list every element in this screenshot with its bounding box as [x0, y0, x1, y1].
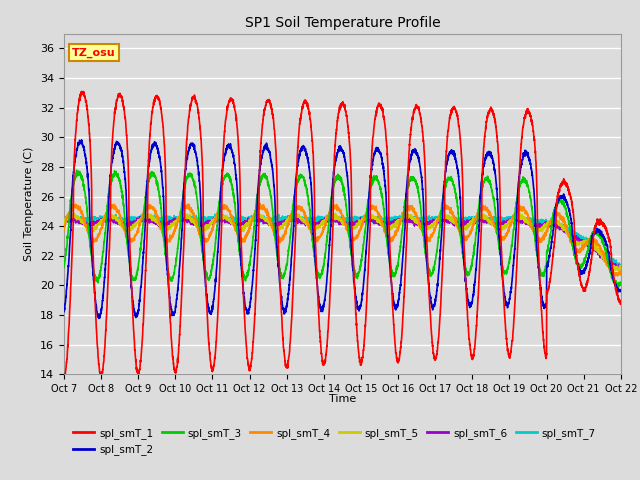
- Title: SP1 Soil Temperature Profile: SP1 Soil Temperature Profile: [244, 16, 440, 30]
- Line: spl_smT_6: spl_smT_6: [64, 216, 621, 269]
- spl_smT_5: [617, 266, 625, 272]
- spl_smT_4: [216, 210, 223, 216]
- spl_smT_3: [73, 167, 81, 173]
- Legend: spl_smT_1, spl_smT_2, spl_smT_3, spl_smT_4, spl_smT_5, spl_smT_6, spl_smT_7: spl_smT_1, spl_smT_2, spl_smT_3, spl_smT…: [69, 424, 600, 459]
- spl_smT_1: [97, 375, 104, 381]
- spl_smT_5: [364, 210, 371, 216]
- spl_smT_6: [286, 213, 294, 219]
- spl_smT_1: [397, 342, 404, 348]
- spl_smT_6: [397, 216, 404, 221]
- spl_smT_1: [180, 245, 188, 251]
- Line: spl_smT_7: spl_smT_7: [64, 214, 621, 268]
- spl_smT_3: [397, 240, 404, 245]
- spl_smT_5: [60, 219, 68, 225]
- spl_smT_1: [617, 298, 625, 304]
- spl_smT_7: [617, 263, 625, 269]
- Line: spl_smT_1: spl_smT_1: [64, 91, 621, 378]
- spl_smT_2: [617, 288, 625, 294]
- Text: TZ_osu: TZ_osu: [72, 48, 116, 58]
- spl_smT_6: [617, 266, 625, 272]
- spl_smT_2: [617, 288, 625, 293]
- spl_smT_7: [617, 262, 625, 268]
- spl_smT_1: [407, 128, 415, 134]
- spl_smT_4: [564, 231, 572, 237]
- spl_smT_7: [179, 215, 187, 221]
- Line: spl_smT_5: spl_smT_5: [64, 213, 621, 271]
- spl_smT_7: [406, 214, 414, 219]
- spl_smT_7: [211, 211, 219, 217]
- spl_smT_5: [397, 215, 404, 221]
- spl_smT_6: [617, 266, 625, 272]
- spl_smT_6: [60, 218, 68, 224]
- spl_smT_7: [216, 215, 223, 220]
- spl_smT_1: [216, 269, 223, 275]
- spl_smT_7: [616, 265, 623, 271]
- spl_smT_2: [407, 154, 415, 160]
- spl_smT_1: [564, 184, 572, 190]
- spl_smT_5: [216, 214, 223, 220]
- spl_smT_4: [614, 273, 621, 279]
- spl_smT_3: [216, 197, 223, 203]
- spl_smT_5: [179, 211, 187, 217]
- spl_smT_3: [406, 174, 414, 180]
- spl_smT_1: [77, 88, 85, 94]
- spl_smT_4: [617, 269, 625, 275]
- spl_smT_4: [60, 228, 68, 233]
- Line: spl_smT_2: spl_smT_2: [64, 140, 621, 318]
- spl_smT_2: [180, 187, 188, 192]
- spl_smT_2: [60, 309, 68, 314]
- spl_smT_3: [617, 281, 625, 287]
- Line: spl_smT_4: spl_smT_4: [64, 204, 621, 276]
- spl_smT_6: [406, 216, 414, 221]
- spl_smT_2: [95, 315, 102, 321]
- spl_smT_2: [397, 276, 404, 282]
- spl_smT_1: [617, 299, 625, 305]
- spl_smT_2: [564, 204, 572, 210]
- spl_smT_7: [397, 215, 404, 221]
- spl_smT_4: [256, 201, 264, 206]
- spl_smT_7: [60, 216, 68, 222]
- spl_smT_3: [180, 190, 188, 196]
- spl_smT_1: [60, 372, 68, 378]
- spl_smT_5: [564, 233, 572, 239]
- spl_smT_5: [406, 214, 414, 220]
- spl_smT_6: [564, 231, 572, 237]
- spl_smT_2: [216, 207, 223, 213]
- spl_smT_5: [617, 266, 625, 272]
- spl_smT_4: [617, 272, 625, 278]
- spl_smT_3: [60, 264, 68, 270]
- X-axis label: Time: Time: [329, 394, 356, 404]
- spl_smT_4: [179, 204, 187, 210]
- spl_smT_4: [397, 217, 404, 223]
- spl_smT_7: [564, 226, 572, 232]
- spl_smT_4: [406, 204, 414, 210]
- Line: spl_smT_3: spl_smT_3: [64, 170, 621, 287]
- spl_smT_3: [614, 284, 622, 290]
- spl_smT_3: [564, 214, 572, 220]
- spl_smT_6: [179, 216, 187, 222]
- spl_smT_3: [617, 281, 625, 287]
- spl_smT_5: [616, 268, 623, 274]
- spl_smT_6: [216, 216, 223, 222]
- Y-axis label: Soil Temperature (C): Soil Temperature (C): [24, 147, 35, 261]
- spl_smT_2: [78, 137, 86, 143]
